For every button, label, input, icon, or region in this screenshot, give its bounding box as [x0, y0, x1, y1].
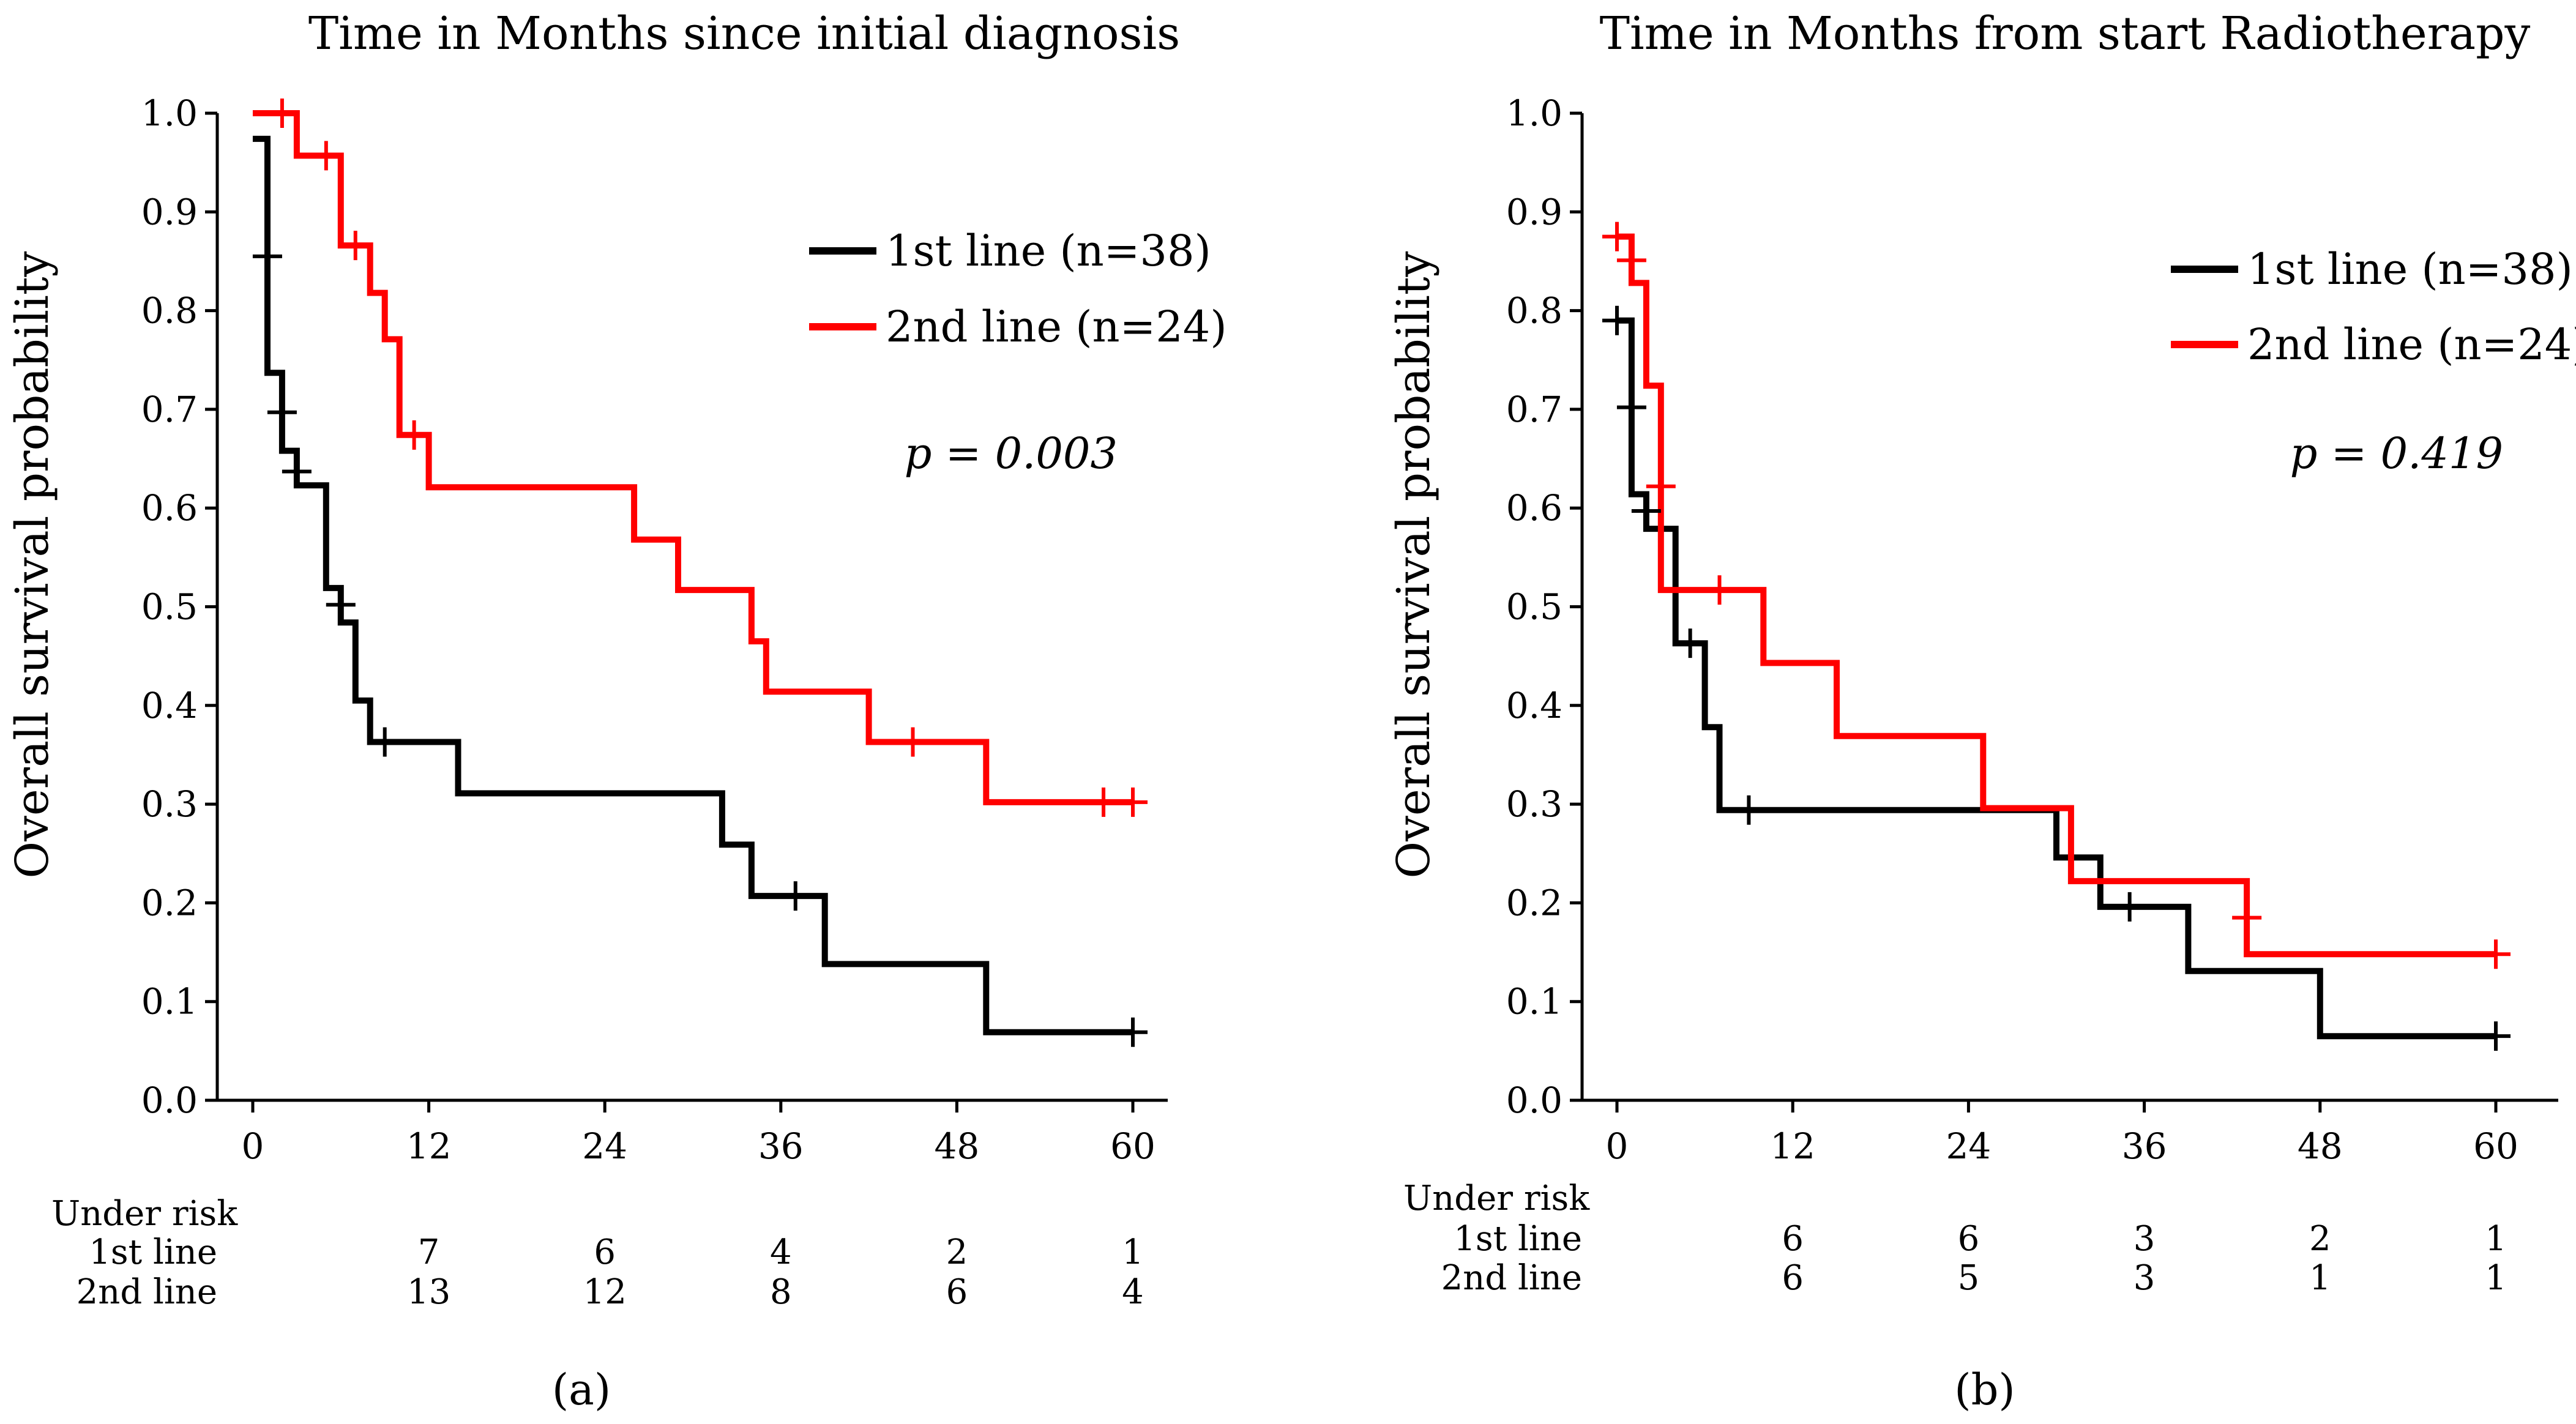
- panel-b-legend: 1st line (n=38) 2nd line (n=24): [2171, 244, 2576, 370]
- panel-b-title: Time in Months from start Radiotherapy: [1600, 7, 2531, 60]
- panel-b-y-axis-label: Overall survival probability: [1387, 251, 1440, 878]
- panel-a-p-value: p = 0.003: [905, 428, 1118, 479]
- x-tick-label: 48: [934, 1125, 979, 1167]
- panel-b-x-ticks: 0 12 24 36 48 60: [1606, 1100, 2518, 1167]
- risk-count-1st-line: 6: [1782, 1219, 1804, 1259]
- series-2nd-line-censor-marks: [1602, 222, 2511, 969]
- y-tick-label: 0.8: [141, 290, 198, 332]
- risk-count-2nd-line: 3: [2134, 1258, 2156, 1298]
- series-1st-line-curve: [253, 135, 1133, 1035]
- risk-count-1st-line: 7: [418, 1232, 440, 1272]
- risk-count-2nd-line: 5: [1958, 1258, 1980, 1298]
- x-tick-label: 0: [242, 1125, 264, 1167]
- risk-count-1st-line: 1: [1122, 1232, 1144, 1272]
- y-tick-label: 0.1: [141, 981, 198, 1023]
- legend-label-1st-line: 1st line (n=38): [886, 226, 1211, 276]
- risk-count-2nd-line: 12: [583, 1272, 627, 1312]
- risk-row-label-1st-line: 1st line: [1454, 1219, 1582, 1259]
- risk-row-label-2nd-line: 2nd line: [77, 1272, 217, 1312]
- y-tick-label: 0.5: [1506, 586, 1562, 628]
- panel-a-risk-table: Under risk 1st line 2nd line 7 6 4 2 1 1…: [51, 1194, 1144, 1312]
- panel-b: Time in Months from start Radiotherapy O…: [1387, 7, 2576, 1415]
- x-tick-label: 0: [1606, 1125, 1629, 1167]
- y-tick-label: 0.2: [141, 882, 198, 923]
- risk-count-2nd-line: 6: [1782, 1258, 1804, 1298]
- legend-label-2nd-line: 2nd line (n=24): [886, 302, 1227, 352]
- y-tick-label: 0.4: [141, 685, 198, 726]
- risk-count-1st-line: 2: [2309, 1219, 2331, 1259]
- risk-count-2nd-line: 4: [1122, 1272, 1144, 1312]
- risk-count-1st-line: 1: [2485, 1219, 2507, 1259]
- panel-b-y-ticks: 0.0 0.1 0.2 0.3 0.4 0.5 0.6 0.7 0.8 0.9 …: [1506, 92, 1582, 1121]
- risk-count-1st-line: 4: [770, 1232, 792, 1272]
- legend-label-2nd-line: 2nd line (n=24): [2247, 319, 2576, 370]
- panel-b-caption: (b): [1954, 1365, 2015, 1415]
- x-tick-label: 12: [406, 1125, 452, 1167]
- panel-b-risk-table: Under risk 1st line 2nd line 6 6 3 2 1 6…: [1403, 1179, 2507, 1298]
- y-tick-label: 0.3: [1506, 783, 1562, 825]
- risk-row-label-2nd-line: 2nd line: [1441, 1258, 1582, 1298]
- x-tick-label: 60: [1110, 1125, 1155, 1167]
- y-tick-label: 0.5: [141, 586, 198, 628]
- y-tick-label: 0.9: [141, 191, 198, 233]
- panel-a-x-ticks: 0 12 24 36 48 60: [242, 1100, 1155, 1167]
- y-tick-label: 0.6: [141, 487, 198, 529]
- risk-count-2nd-line: 6: [946, 1272, 968, 1312]
- series-1st-line-censor-marks: [252, 241, 1148, 1047]
- panel-a-y-ticks: 0.0 0.1 0.2 0.3 0.4 0.5 0.6 0.7 0.8 0.9 …: [141, 92, 217, 1121]
- risk-count-2nd-line: 1: [2309, 1258, 2331, 1298]
- series-1st-line-censor-marks: [1602, 305, 2511, 1051]
- risk-count-1st-line: 6: [594, 1232, 616, 1272]
- y-tick-label: 0.1: [1506, 981, 1562, 1023]
- risk-table-header: Under risk: [51, 1194, 238, 1234]
- y-tick-label: 0.6: [1506, 487, 1562, 529]
- panel-a-caption: (a): [552, 1365, 611, 1415]
- y-tick-label: 0.9: [1506, 191, 1562, 233]
- panel-b-p-value: p = 0.419: [2290, 428, 2503, 479]
- panel-a-title: Time in Months since initial diagnosis: [308, 7, 1180, 60]
- x-tick-label: 12: [1770, 1125, 1815, 1167]
- panel-a: Time in Months since initial diagnosis O…: [6, 7, 1227, 1415]
- y-tick-label: 1.0: [1506, 92, 1562, 134]
- y-tick-label: 0.7: [141, 389, 198, 430]
- x-tick-label: 24: [582, 1125, 627, 1167]
- y-tick-label: 0.0: [1506, 1079, 1562, 1121]
- risk-count-1st-line: 6: [1958, 1219, 1980, 1259]
- y-tick-label: 0.4: [1506, 685, 1562, 726]
- y-tick-label: 0.7: [1506, 389, 1562, 430]
- x-tick-label: 36: [758, 1125, 804, 1167]
- series-2nd-line-censor-marks: [267, 99, 1148, 817]
- risk-count-2nd-line: 13: [407, 1272, 450, 1312]
- risk-row-label-1st-line: 1st line: [89, 1232, 217, 1272]
- risk-count-2nd-line: 1: [2485, 1258, 2507, 1298]
- y-tick-label: 0.2: [1506, 882, 1562, 923]
- risk-count-2nd-line: 8: [770, 1272, 792, 1312]
- x-tick-label: 60: [2473, 1125, 2518, 1167]
- risk-count-1st-line: 2: [946, 1232, 968, 1272]
- x-tick-label: 24: [1946, 1125, 1991, 1167]
- risk-count-1st-line: 3: [2134, 1219, 2156, 1259]
- x-tick-label: 48: [2298, 1125, 2343, 1167]
- y-tick-label: 0.0: [141, 1079, 198, 1121]
- y-tick-label: 0.8: [1506, 290, 1562, 332]
- x-tick-label: 36: [2122, 1125, 2167, 1167]
- risk-table-header: Under risk: [1403, 1179, 1590, 1218]
- legend-label-1st-line: 1st line (n=38): [2247, 244, 2573, 294]
- panel-a-legend: 1st line (n=38) 2nd line (n=24): [809, 226, 1227, 352]
- series-2nd-line-curve: [1617, 233, 2496, 958]
- panel-a-y-axis-label: Overall survival probability: [6, 251, 59, 878]
- y-tick-label: 0.3: [141, 783, 198, 825]
- y-tick-label: 1.0: [141, 92, 198, 134]
